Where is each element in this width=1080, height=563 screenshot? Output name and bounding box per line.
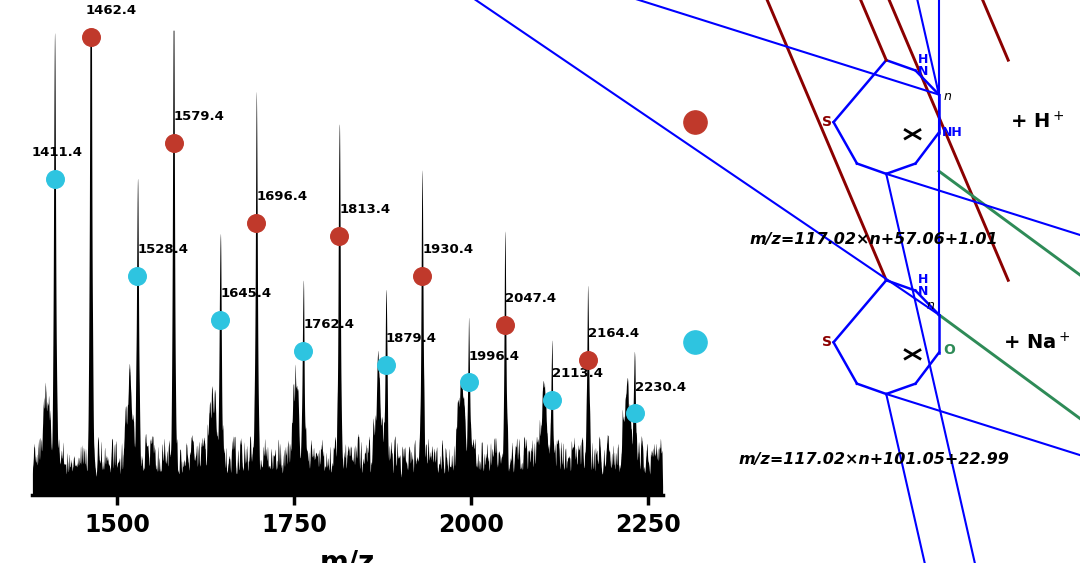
Text: O: O: [943, 343, 955, 358]
Text: 1930.4: 1930.4: [422, 243, 473, 256]
Point: [165, 138, 183, 148]
Text: + Na$^+$: + Na$^+$: [1003, 332, 1070, 353]
Text: 1462.4: 1462.4: [85, 4, 136, 17]
Point: [82, 32, 99, 41]
Text: m/z=117.02×n+101.05+22.99: m/z=117.02×n+101.05+22.99: [739, 452, 1010, 467]
Text: 2113.4: 2113.4: [552, 367, 603, 380]
Point: [543, 396, 561, 405]
Text: 1528.4: 1528.4: [137, 243, 189, 256]
Point: [247, 218, 265, 227]
Text: n: n: [927, 298, 934, 312]
Text: + H$^+$: + H$^+$: [1010, 111, 1064, 133]
Text: H
N: H N: [918, 53, 928, 78]
Text: 1645.4: 1645.4: [220, 288, 271, 301]
Point: [460, 378, 477, 387]
Text: 2047.4: 2047.4: [505, 292, 556, 305]
Point: [497, 320, 514, 329]
Text: n: n: [944, 91, 951, 104]
Text: H
N: H N: [918, 273, 928, 298]
Text: 1813.4: 1813.4: [339, 203, 390, 216]
Text: 2230.4: 2230.4: [635, 381, 686, 394]
Text: 1411.4: 1411.4: [32, 146, 83, 159]
Text: m/z=117.02×n+57.06+1.01: m/z=117.02×n+57.06+1.01: [750, 232, 998, 247]
X-axis label: m/z: m/z: [320, 548, 375, 563]
Point: [687, 338, 704, 347]
Point: [46, 174, 64, 183]
Text: 2164.4: 2164.4: [588, 327, 639, 341]
Text: 1762.4: 1762.4: [303, 319, 354, 332]
Text: 1696.4: 1696.4: [256, 190, 308, 203]
Text: S: S: [823, 115, 833, 129]
Point: [295, 347, 312, 356]
Point: [687, 118, 704, 127]
Text: 1879.4: 1879.4: [386, 332, 437, 345]
Point: [626, 409, 644, 418]
Point: [212, 316, 229, 325]
Text: S: S: [823, 336, 833, 349]
Text: NH: NH: [942, 126, 963, 139]
Point: [129, 271, 146, 280]
Text: 1579.4: 1579.4: [174, 110, 225, 123]
Point: [414, 271, 431, 280]
Text: 1996.4: 1996.4: [469, 350, 519, 363]
Point: [579, 356, 596, 365]
Point: [377, 360, 394, 369]
Point: [330, 232, 348, 241]
